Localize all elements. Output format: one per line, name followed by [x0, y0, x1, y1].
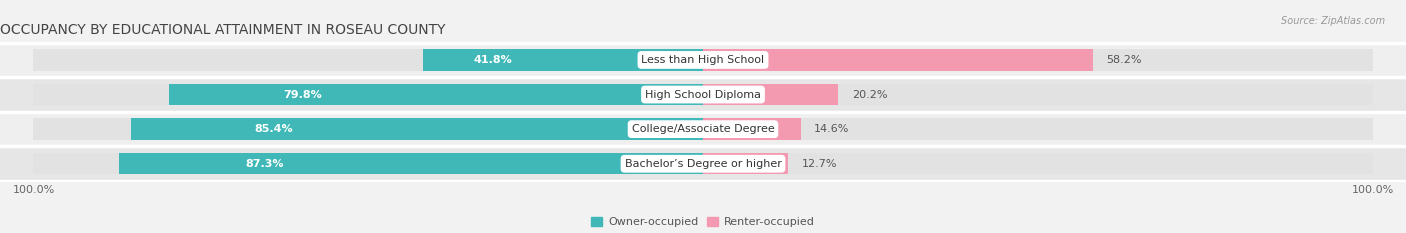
Text: College/Associate Degree: College/Associate Degree: [631, 124, 775, 134]
Bar: [703, 49, 1372, 71]
FancyBboxPatch shape: [0, 112, 1406, 147]
Bar: [118, 153, 703, 175]
Bar: [703, 153, 787, 175]
Bar: [423, 49, 703, 71]
FancyBboxPatch shape: [0, 77, 1406, 112]
Text: 41.8%: 41.8%: [474, 55, 512, 65]
Text: 58.2%: 58.2%: [1107, 55, 1142, 65]
Text: OCCUPANCY BY EDUCATIONAL ATTAINMENT IN ROSEAU COUNTY: OCCUPANCY BY EDUCATIONAL ATTAINMENT IN R…: [0, 23, 446, 37]
Bar: [34, 84, 703, 105]
Text: 14.6%: 14.6%: [814, 124, 849, 134]
Text: High School Diploma: High School Diploma: [645, 89, 761, 99]
Bar: [703, 49, 1092, 71]
Text: 85.4%: 85.4%: [254, 124, 294, 134]
Text: Bachelor’s Degree or higher: Bachelor’s Degree or higher: [624, 159, 782, 169]
Bar: [34, 49, 703, 71]
Text: 87.3%: 87.3%: [246, 159, 284, 169]
Bar: [703, 84, 838, 105]
Legend: Owner-occupied, Renter-occupied: Owner-occupied, Renter-occupied: [586, 212, 820, 232]
Bar: [34, 118, 703, 140]
Text: 79.8%: 79.8%: [283, 89, 322, 99]
Bar: [703, 118, 801, 140]
Bar: [169, 84, 703, 105]
Text: Less than High School: Less than High School: [641, 55, 765, 65]
Bar: [703, 153, 1372, 175]
Bar: [703, 84, 1372, 105]
Text: 12.7%: 12.7%: [801, 159, 837, 169]
FancyBboxPatch shape: [0, 43, 1406, 77]
Bar: [131, 118, 703, 140]
Bar: [34, 153, 703, 175]
Text: 20.2%: 20.2%: [852, 89, 887, 99]
Text: Source: ZipAtlas.com: Source: ZipAtlas.com: [1281, 16, 1385, 26]
Bar: [703, 118, 1372, 140]
FancyBboxPatch shape: [0, 147, 1406, 181]
